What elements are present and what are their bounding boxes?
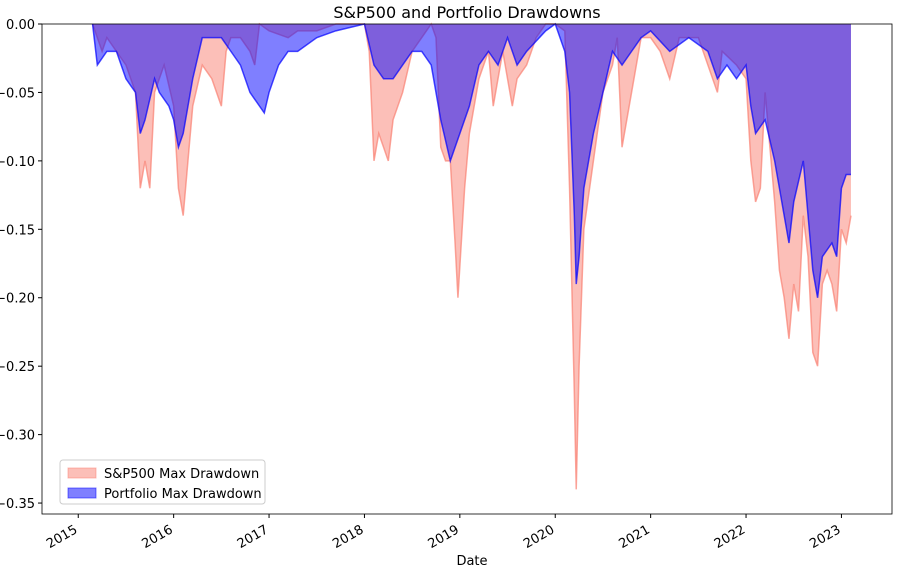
y-tick-label: −0.20 bbox=[0, 292, 35, 307]
area bbox=[92, 24, 851, 298]
legend-label: S&P500 Max Drawdown bbox=[104, 467, 259, 482]
legend-swatch bbox=[67, 487, 97, 499]
x-tick-label: 2019 bbox=[426, 522, 462, 552]
legend-frame bbox=[59, 459, 266, 505]
y-tick-label: −0.35 bbox=[0, 497, 35, 512]
x-tick-label: 2021 bbox=[616, 522, 652, 552]
legend-swatch bbox=[67, 467, 97, 479]
x-tick-label: 2018 bbox=[330, 522, 366, 552]
x-tick-label: 2023 bbox=[807, 522, 843, 552]
x-tick-label: 2020 bbox=[521, 522, 557, 552]
y-tick-label: −0.10 bbox=[0, 155, 35, 170]
legend: S&P500 Max Drawdown Portfolio Max Drawdow… bbox=[59, 459, 266, 505]
y-tick-label: −0.15 bbox=[0, 223, 35, 238]
y-tick-label: −0.05 bbox=[0, 86, 35, 101]
legend-label: Portfolio Max Drawdown bbox=[104, 487, 262, 502]
y-tick-label: −0.30 bbox=[0, 429, 35, 444]
x-tick-label: 2015 bbox=[44, 522, 80, 552]
line bbox=[91, 22, 851, 298]
plot-frame bbox=[41, 23, 893, 515]
y-tick-label: −0.25 bbox=[0, 360, 35, 375]
x-tick-label: 2022 bbox=[712, 522, 748, 552]
chart-title: S&P500 and Portfolio Drawdowns bbox=[333, 3, 600, 22]
x-axis-label: Date bbox=[456, 554, 487, 569]
y-tick-label: 0.00 bbox=[6, 18, 35, 33]
x-tick-label: 2017 bbox=[235, 522, 271, 552]
x-tick-label: 2016 bbox=[139, 522, 175, 552]
